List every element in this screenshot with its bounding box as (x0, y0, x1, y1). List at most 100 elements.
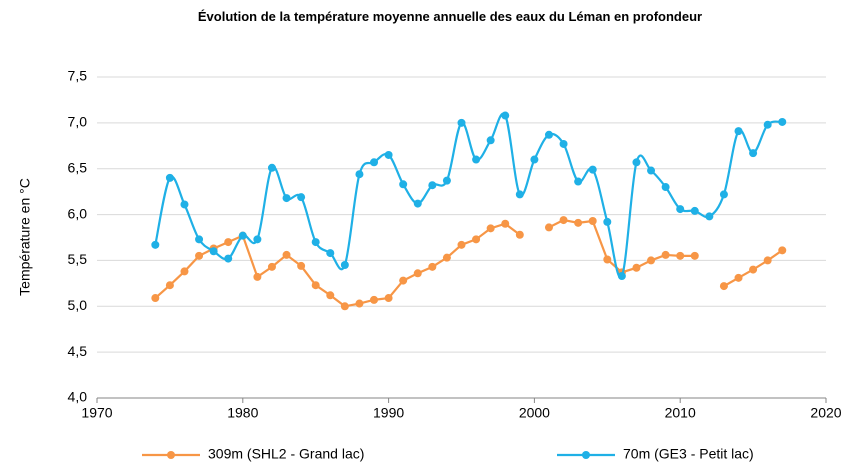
data-point (763, 256, 772, 265)
data-point (559, 139, 568, 148)
data-point (588, 165, 597, 174)
data-point (224, 238, 233, 247)
x-tick-label: 2020 (810, 405, 841, 421)
data-point (428, 181, 437, 190)
data-point (486, 136, 495, 145)
data-point (384, 294, 393, 303)
data-point (267, 262, 276, 271)
data-point (428, 262, 437, 271)
data-point (632, 263, 641, 272)
legend-marker (582, 451, 590, 459)
data-point (180, 200, 189, 209)
data-point (340, 302, 349, 311)
data-point (340, 261, 349, 270)
data-point (603, 255, 612, 264)
data-point (647, 166, 656, 175)
data-point (705, 212, 714, 221)
data-point (749, 149, 758, 158)
data-point (282, 194, 291, 203)
data-point (690, 206, 699, 215)
data-point (544, 130, 553, 139)
data-point (472, 155, 481, 164)
data-point (778, 246, 787, 255)
x-tick-label: 1990 (373, 405, 404, 421)
data-point (297, 261, 306, 270)
data-point (399, 276, 408, 285)
data-point (603, 217, 612, 226)
data-point (676, 251, 685, 260)
data-point (647, 256, 656, 265)
y-tick-label: 4,5 (68, 343, 88, 359)
data-point (370, 158, 379, 167)
data-point (617, 272, 626, 281)
x-tick-label: 1980 (227, 405, 258, 421)
x-tick-label: 2010 (665, 405, 696, 421)
data-point (501, 219, 510, 228)
data-point (282, 250, 291, 259)
data-point (719, 282, 728, 291)
legend-label: 70m (GE3 - Petit lac) (623, 446, 754, 462)
data-point (559, 216, 568, 225)
y-tick-label: 5,5 (68, 251, 88, 267)
data-point (486, 224, 495, 233)
data-point (209, 247, 218, 256)
series-line (154, 218, 783, 308)
data-point (457, 118, 466, 127)
data-point (311, 238, 320, 247)
data-point (763, 120, 772, 129)
data-point (676, 205, 685, 214)
data-point (297, 193, 306, 202)
data-point (734, 273, 743, 282)
data-point (574, 177, 583, 186)
data-point (457, 240, 466, 249)
data-point (180, 267, 189, 276)
data-point (355, 299, 364, 308)
data-point (574, 218, 583, 227)
data-point (515, 190, 524, 199)
y-tick-label: 4,0 (68, 389, 88, 405)
data-point (690, 251, 699, 260)
data-point (734, 127, 743, 136)
data-point (399, 180, 408, 189)
data-point (749, 265, 758, 274)
data-point (413, 269, 422, 278)
data-point (151, 294, 160, 303)
data-point (515, 230, 524, 239)
data-point (384, 150, 393, 159)
data-point (195, 251, 204, 260)
data-point (719, 190, 728, 199)
data-point (253, 235, 262, 244)
data-point (311, 281, 320, 290)
data-point (588, 216, 597, 225)
data-point (151, 240, 160, 249)
legend-marker (167, 451, 175, 459)
data-point (238, 231, 247, 240)
data-point (530, 155, 539, 164)
data-point (326, 291, 335, 300)
data-point (355, 170, 364, 179)
data-point (472, 235, 481, 244)
data-point (326, 249, 335, 258)
data-point (661, 183, 670, 192)
data-point (442, 253, 451, 262)
data-point (501, 111, 510, 120)
data-point (413, 199, 422, 208)
y-tick-label: 6,5 (68, 159, 88, 175)
data-point (267, 163, 276, 172)
chart-title: Évolution de la température moyenne annu… (197, 9, 703, 24)
y-tick-label: 7,5 (68, 68, 88, 84)
y-tick-label: 6,0 (68, 205, 88, 221)
series-line (154, 112, 783, 279)
data-point (165, 281, 174, 290)
data-point (661, 250, 670, 259)
x-tick-label: 1970 (81, 405, 112, 421)
y-tick-label: 7,0 (68, 114, 88, 130)
data-point (195, 235, 204, 244)
data-point (370, 295, 379, 304)
data-point (224, 254, 233, 263)
data-point (165, 173, 174, 182)
legend-label: 309m (SHL2 - Grand lac) (208, 446, 364, 462)
data-point (442, 176, 451, 185)
